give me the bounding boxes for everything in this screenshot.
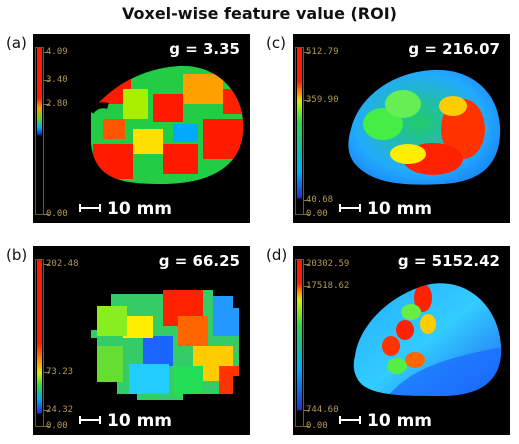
panel-label-c: (c) <box>266 34 286 52</box>
scale-label-b: 10 mm <box>107 411 173 431</box>
tick-lower-d: 744.60 <box>306 405 339 415</box>
tick-max-d: 20302.59 <box>306 259 350 269</box>
scale-bar-icon <box>339 416 361 424</box>
colorbar-a <box>37 48 42 214</box>
roi-map-d <box>353 283 502 396</box>
colorbar-b <box>37 260 42 426</box>
g-value-c: g = 216.07 <box>408 40 500 58</box>
scale-label-d: 10 mm <box>367 411 433 431</box>
roi-map-c <box>348 69 501 185</box>
tick-upper-b: 73.23 <box>46 367 74 377</box>
panel-b: 202.48 73.23 24.32 0.00 g = 66.25 10 mm <box>33 246 250 435</box>
tick-max-c: 512.79 <box>306 47 339 57</box>
roi-map-b <box>91 290 239 400</box>
g-value-d: g = 5152.42 <box>397 252 500 270</box>
tick-lower-c: 40.68 <box>306 195 334 205</box>
scale-bar-d: 10 mm <box>339 411 432 431</box>
g-value-b: g = 66.25 <box>158 252 240 270</box>
tick-upper-a: 3.40 <box>46 75 68 85</box>
panel-c: 512.79 359.90 40.68 0.00 g = 216.07 10 m… <box>293 34 510 223</box>
tick-min-d: 0.00 <box>306 421 328 431</box>
tick-min-c: 0.00 <box>306 209 328 219</box>
scale-bar-icon <box>339 204 361 212</box>
g-value-a: g = 3.35 <box>169 40 240 58</box>
tick-upper-d: 17518.62 <box>306 281 350 291</box>
panel-label-d: (d) <box>266 246 288 264</box>
colorbar-frame-b <box>35 259 44 427</box>
scale-bar-icon <box>79 204 101 212</box>
scale-label-a: 10 mm <box>107 199 173 219</box>
panel-label-b: (b) <box>6 246 28 264</box>
panel-d: 20302.59 17518.62 744.60 0.00 g = 5152.4… <box>293 246 510 435</box>
roi-map-a <box>88 65 244 185</box>
tick-max-a: 4.09 <box>46 47 68 57</box>
tick-min-a: 0.00 <box>46 209 68 219</box>
scale-bar-a: 10 mm <box>79 199 172 219</box>
figure-title: Voxel-wise feature value (ROI) <box>122 4 397 23</box>
panel-a: 4.09 3.40 2.80 0.00 g = 3.35 10 mm <box>33 34 250 223</box>
scale-bar-icon <box>79 416 101 424</box>
scale-bar-c: 10 mm <box>339 199 432 219</box>
tick-upper-c: 359.90 <box>306 95 339 105</box>
colorbar-frame-d <box>295 259 304 427</box>
tick-min-b: 0.00 <box>46 421 68 431</box>
colorbar-d <box>297 260 302 426</box>
scale-bar-b: 10 mm <box>79 411 172 431</box>
colorbar-frame-c <box>295 47 304 215</box>
tick-max-b: 202.48 <box>46 259 79 269</box>
panel-label-a: (a) <box>6 34 27 52</box>
tick-lower-a: 2.80 <box>46 99 68 109</box>
colorbar-c <box>297 48 302 214</box>
scale-label-c: 10 mm <box>367 199 433 219</box>
tick-lower-b: 24.32 <box>46 405 74 415</box>
colorbar-frame-a <box>35 47 44 215</box>
